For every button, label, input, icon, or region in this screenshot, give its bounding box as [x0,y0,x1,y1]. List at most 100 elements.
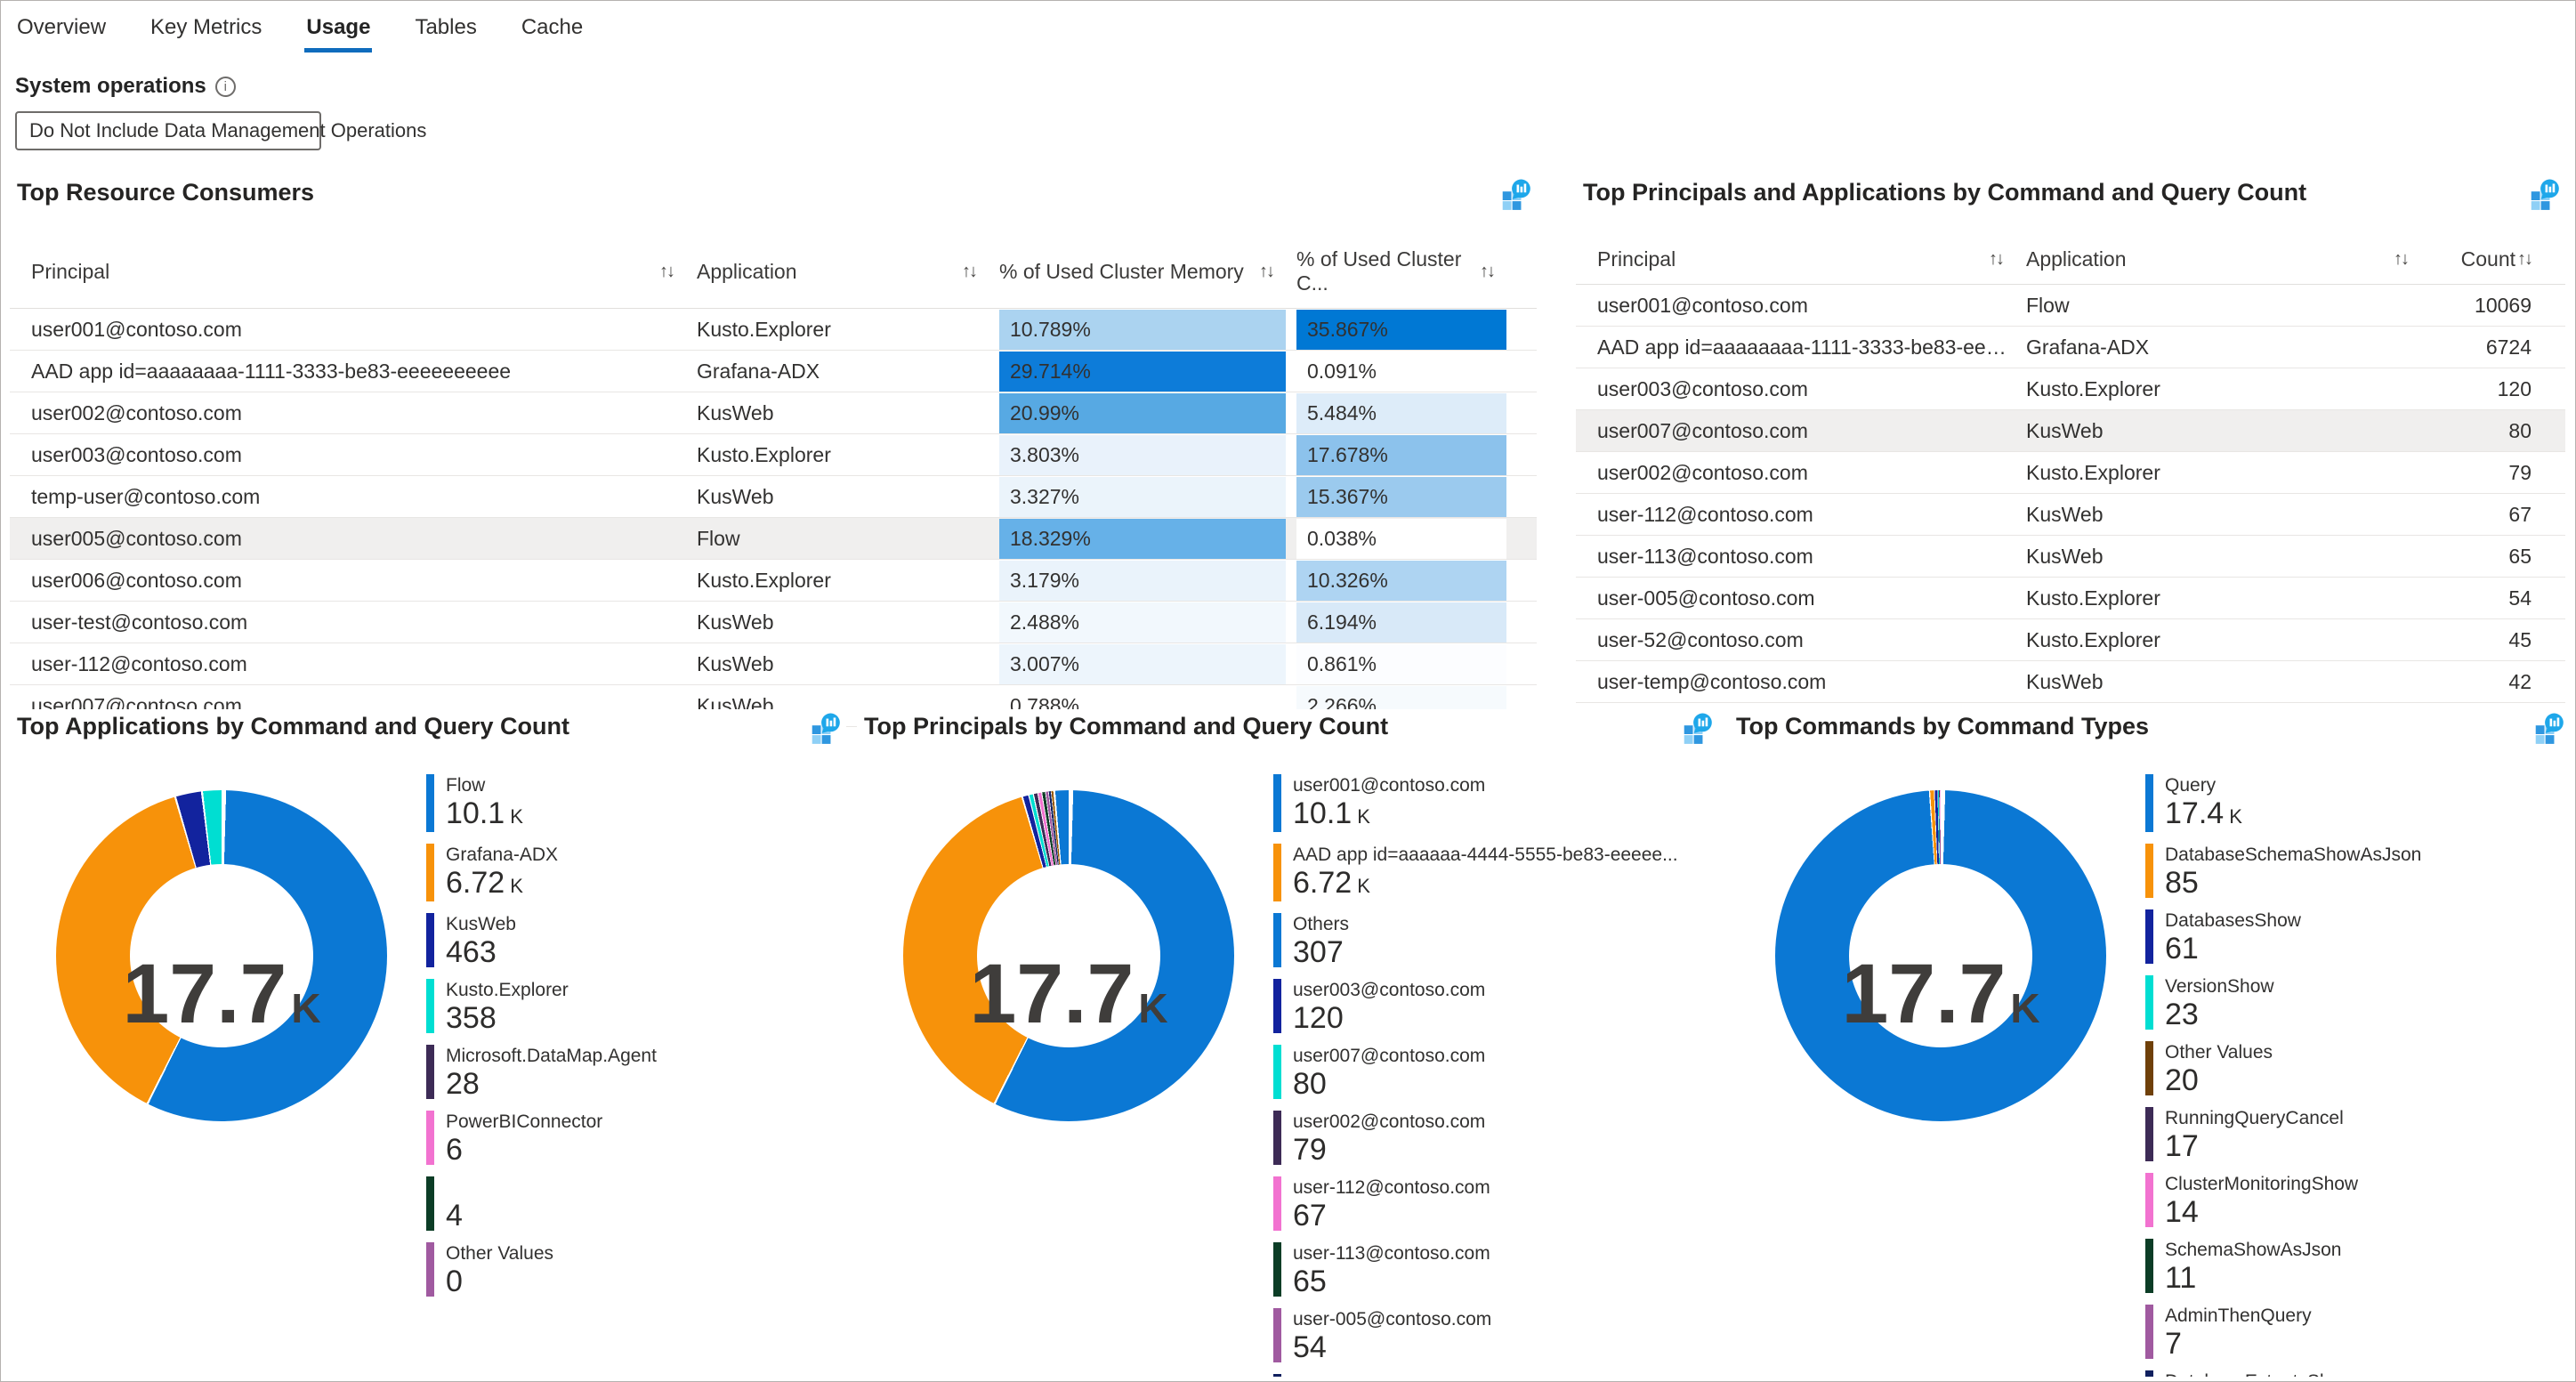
open-query-icon[interactable] [811,713,841,749]
legend-value: 67 [1293,1200,1490,1231]
card-title: Top Commands by Command Types [1736,713,2150,739]
legend-label: user002@contoso.com [1293,1111,1486,1132]
legend-text: DatabasesShow 61 [2165,909,2301,964]
legend-item: Grafana-ADX 6.72 K [426,844,657,901]
column-header-count[interactable]: Count ↑↓ [2431,247,2565,271]
open-query-icon[interactable] [2530,179,2560,215]
table-row[interactable]: AAD app id=aaaaaaaa-1111-3333-be83-eeeee… [1576,327,2565,368]
legend-swatch [426,1045,434,1099]
table-row[interactable]: user003@contoso.com Kusto.Explorer 3.803% 1… [10,434,1537,476]
table-row[interactable]: user006@contoso.com Kusto.Explorer 3.179% 1… [10,560,1537,602]
legend-label: Kusto.Explorer [446,980,569,1000]
table-row[interactable]: user-test@contoso.com KusWeb 2.488% 6.194% [10,602,1537,643]
legend-value-unit: K [1352,805,1370,828]
sort-icon: ↑↓ [659,261,675,281]
table-row[interactable]: temp-user@contoso.com KusWeb 3.327% 15.367% [10,476,1537,518]
legend-label: user001@contoso.com [1293,775,1486,796]
tab-key-metrics[interactable]: Key Metrics [150,15,262,39]
card-header: Top Principals by Command and Query Coun… [857,709,1718,749]
legend-text: user003@contoso.com 120 [1293,979,1485,1033]
card-title: Top Resource Consumers [17,179,315,206]
legend-text: DatabaseSchemaShowAsJson 85 [2165,844,2421,898]
legend-label: DatabaseSchemaShowAsJson [2165,845,2422,865]
legend-value: 79 [1293,1135,1485,1165]
column-header-application[interactable]: Application ↑↓ [2026,247,2431,271]
legend-text: VersionShow 23 [2165,975,2274,1030]
table-row[interactable]: user007@contoso.com KusWeb 80 [1576,410,2565,452]
legend-value-number: 17.4 [2165,796,2225,830]
application-cell: Grafana-ADX [697,359,820,383]
tab-tables[interactable]: Tables [415,15,477,39]
table-row[interactable]: user-temp@contoso.com KusWeb 42 [1576,661,2565,703]
donut-total: 17.7 [969,947,1135,1041]
table-row[interactable]: user002@contoso.com KusWeb 20.99% 5.484% [10,392,1537,434]
memory-heat-cell: 3.007% [999,643,1286,684]
table-row[interactable]: user-113@contoso.com KusWeb 65 [1576,536,2565,578]
card-header: Top Resource Consumers [10,175,1537,215]
legend-value: 6.72 K [1293,868,1678,901]
open-query-icon[interactable] [1501,179,1531,215]
legend-value-number: 65 [1293,1265,1327,1298]
column-header-principal[interactable]: Principal ↑↓ [1597,247,2026,271]
table-row[interactable]: user-52@contoso.com Kusto.Explorer 45 [1576,619,2565,661]
legend-item: user-005@contoso.com 54 [1273,1308,1678,1362]
tab-usage[interactable]: Usage [304,10,373,53]
card-title: Top Applications by Command and Query Co… [17,713,570,739]
system-operations-row: System operations i [15,74,2575,99]
table-row[interactable]: user-112@contoso.com KusWeb 3.007% 0.861% [10,643,1537,685]
legend-text: Flow 10.1 K [446,774,523,832]
table-row[interactable]: user001@contoso.com Kusto.Explorer 10.789%… [10,309,1537,351]
tab-cache[interactable]: Cache [521,15,584,39]
application-cell: KusWeb [2026,669,2104,693]
principal-cell: AAD app id=aaaaaaaa-1111-3333-be83-eeeee… [31,359,512,383]
application-cell: KusWeb [697,651,774,675]
application-cell: Kusto.Explorer [697,442,831,466]
legend-value: 80 [1293,1069,1485,1099]
info-icon[interactable]: i [214,76,236,97]
column-label: % of Used Cluster C... [1296,247,1462,295]
legend-swatch [426,1111,434,1165]
column-header-memory[interactable]: % of Used Cluster Memory ↑↓ [999,247,1296,295]
table-row[interactable]: user001@contoso.com Flow 10069 [1576,285,2565,327]
table-row[interactable]: AAD app id=aaaaaaaa-1111-3333-be83-eeeee… [10,351,1537,392]
legend-value: 14 [2165,1197,2358,1227]
principal-cell: user005@contoso.com [31,526,242,550]
column-header-application[interactable]: Application ↑↓ [697,247,999,295]
column-header-cpu[interactable]: % of Used Cluster C... ↑↓ [1296,247,1517,295]
table-row[interactable]: user003@contoso.com Kusto.Explorer 120 [1576,368,2565,410]
system-operations-dropdown[interactable]: Do Not Include Data Management Operation… [15,111,426,150]
table-row[interactable]: user-005@contoso.com Kusto.Explorer 54 [1576,578,2565,619]
legend-label: Query [2165,775,2217,796]
legend-swatch [2145,1041,2153,1095]
legend-swatch [426,844,434,901]
legend-item: VersionShow 23 [2145,975,2421,1030]
legend-text: Kusto.Explorer 358 [446,979,569,1033]
legend-text: 4 [446,1176,463,1231]
legend-item: Others 307 [1273,913,1678,967]
cpu-heat-cell: 0.091% [1296,351,1506,392]
memory-heat-cell: 3.179% [999,560,1286,601]
legend-text: PowerBIConnector 6 [446,1111,602,1165]
table-row[interactable]: user005@contoso.com Flow 18.329% 0.038% [10,518,1537,560]
application-cell: KusWeb [2026,418,2104,442]
legend-item: 4 [426,1176,657,1231]
table-row[interactable]: user002@contoso.com Kusto.Explorer 79 [1576,452,2565,494]
tab-overview[interactable]: Overview [17,15,107,39]
legend-value-number: 307 [1293,935,1344,969]
principal-cell: user-113@contoso.com [1597,544,1813,568]
legend-value-number: 80 [1293,1067,1327,1101]
legend-swatch [1273,1308,1281,1362]
legend-label: AdminThenQuery [2165,1305,2312,1326]
open-query-icon[interactable] [2534,713,2564,749]
legend-label: Others [1293,914,1350,934]
open-query-icon[interactable] [1683,713,1713,749]
card-title: Top Principals and Applications by Comma… [1583,179,2307,206]
legend-swatch [2145,1173,2153,1227]
legend-value-number: 14 [2165,1195,2199,1229]
legend-swatch [1273,1045,1281,1099]
legend-value-number: 67 [1293,1199,1327,1232]
column-header-principal[interactable]: Principal ↑↓ [31,247,697,295]
application-cell: Kusto.Explorer [2026,627,2160,651]
legend-item: user002@contoso.com 79 [1273,1111,1678,1165]
table-row[interactable]: user-112@contoso.com KusWeb 67 [1576,494,2565,536]
